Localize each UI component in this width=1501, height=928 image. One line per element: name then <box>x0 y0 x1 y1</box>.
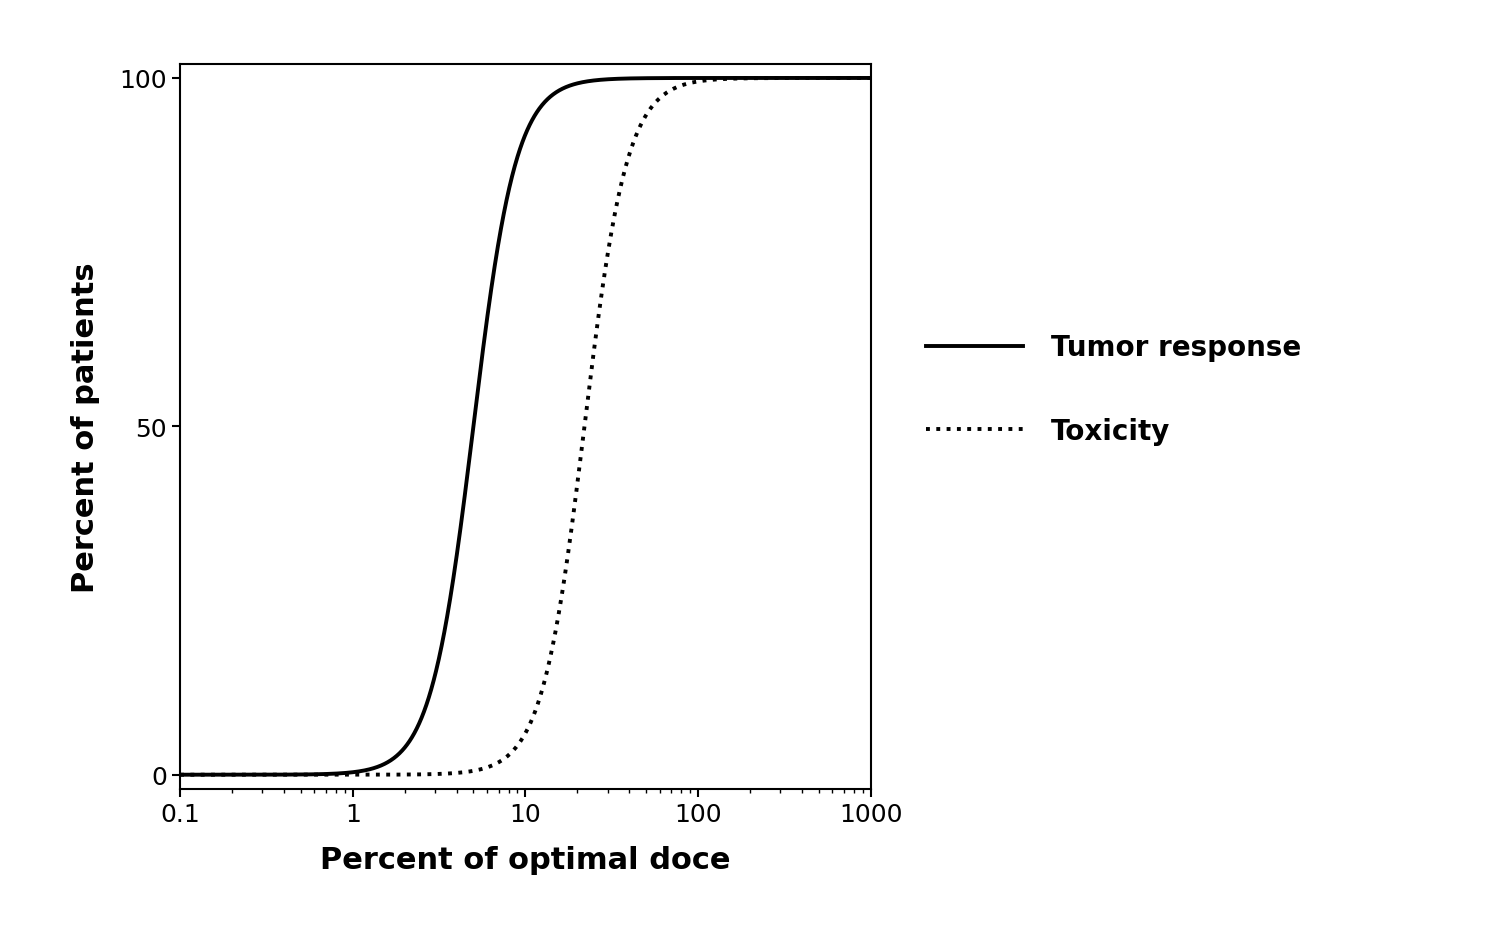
Toxicity <box>862 73 880 84</box>
X-axis label: Percent of optimal doce: Percent of optimal doce <box>320 845 731 874</box>
Toxicity <box>714 74 732 85</box>
Toxicity <box>171 769 189 780</box>
Tumor response <box>206 769 224 780</box>
Tumor response <box>507 158 525 169</box>
Toxicity <box>507 742 525 754</box>
Toxicity <box>842 73 860 84</box>
Legend: Tumor response, Toxicity: Tumor response, Toxicity <box>914 323 1312 457</box>
Tumor response <box>488 243 506 254</box>
Line: Tumor response: Tumor response <box>180 79 871 775</box>
Y-axis label: Percent of patients: Percent of patients <box>71 262 101 592</box>
Toxicity <box>841 73 859 84</box>
Tumor response <box>841 73 859 84</box>
Toxicity <box>206 769 224 780</box>
Tumor response <box>842 73 860 84</box>
Toxicity <box>488 757 506 768</box>
Tumor response <box>714 73 732 84</box>
Tumor response <box>862 73 880 84</box>
Tumor response <box>171 769 189 780</box>
Line: Toxicity: Toxicity <box>180 79 871 775</box>
